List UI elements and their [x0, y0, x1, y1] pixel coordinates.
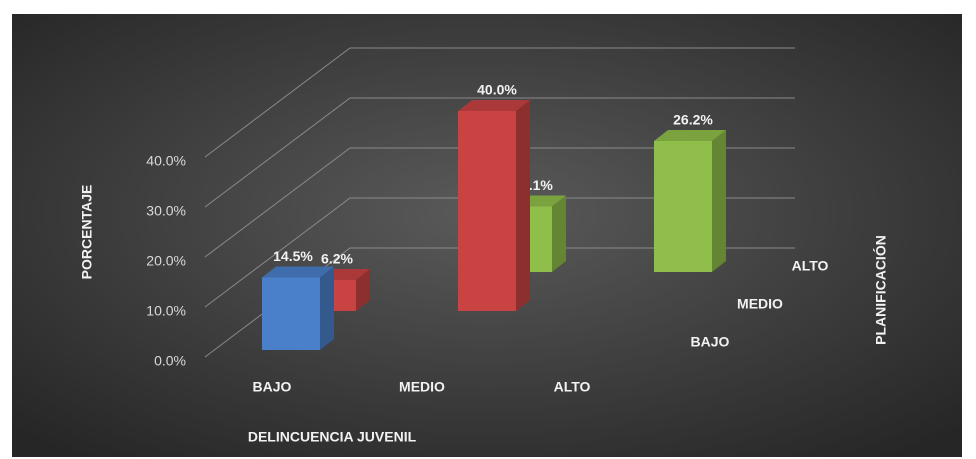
y-tick-label: 20.0% [146, 253, 186, 269]
z-axis-title: PLANIFICACIÓN [872, 235, 889, 345]
x-tick-label: MEDIO [399, 379, 445, 395]
x-axis-title: DELINCUENCIA JUVENIL [248, 429, 417, 445]
bar-side [552, 195, 566, 272]
x-tick-label: BAJO [253, 379, 292, 395]
y-tick-label: 10.0% [146, 303, 186, 319]
bar-side [356, 269, 370, 311]
bar-top [262, 266, 334, 278]
y-tick-label: 0.0% [154, 353, 186, 369]
grid-line [204, 197, 795, 308]
z-tick-label: ALTO [792, 258, 829, 274]
y-axis-title: PORCENTAJE [79, 185, 95, 280]
x-tick-label: ALTO [554, 379, 591, 395]
data-label: 6.2% [321, 251, 353, 267]
bar-side [320, 266, 334, 350]
bar-side [712, 130, 726, 272]
bar-top [654, 130, 726, 141]
y-tick-label: 30.0% [146, 203, 186, 219]
bar-top [458, 100, 530, 111]
z-tick-label: BAJO [691, 334, 730, 350]
data-label: 40.0% [477, 82, 517, 98]
bar-side [516, 100, 530, 311]
data-label: 14.5% [273, 248, 313, 264]
bar [262, 277, 320, 350]
bar [654, 141, 712, 272]
z-tick-label: MEDIO [737, 296, 783, 312]
grid-line [204, 47, 795, 158]
y-tick-label: 40.0% [146, 153, 186, 169]
bar [458, 111, 516, 311]
grid-line [204, 247, 795, 358]
grid-line [204, 97, 795, 208]
data-label: 26.2% [673, 112, 713, 128]
grid-line [204, 147, 795, 258]
